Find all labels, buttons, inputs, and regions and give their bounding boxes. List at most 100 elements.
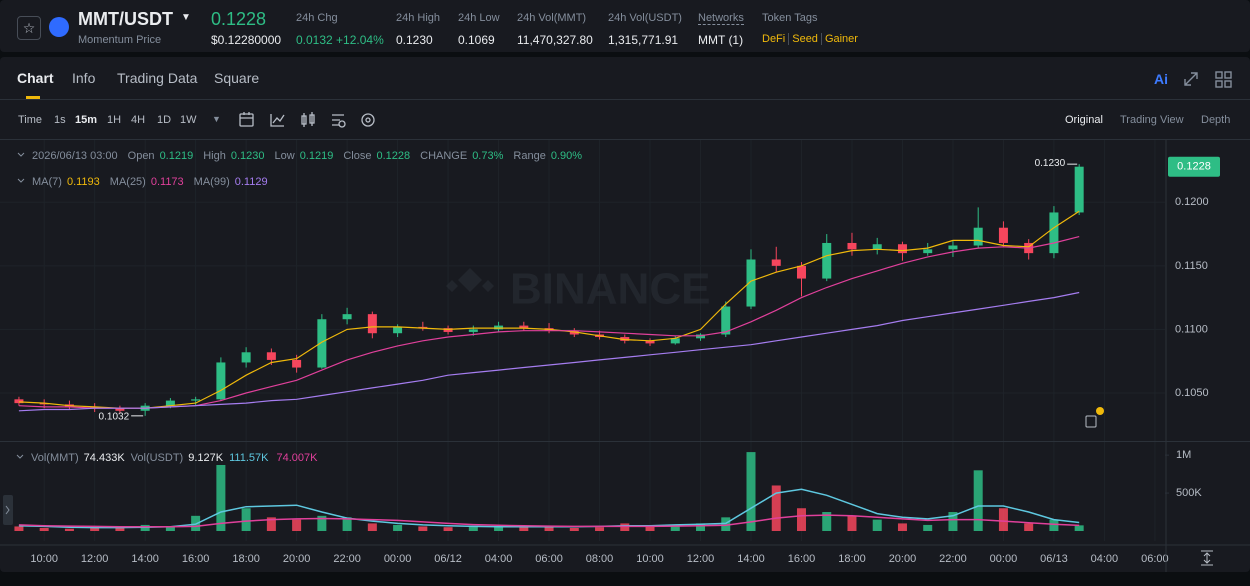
volume-bar (393, 524, 403, 531)
x-tick-label: 06/12 (434, 553, 462, 565)
volume-bar (544, 527, 554, 531)
candle-body (266, 352, 276, 360)
legend-label: MA(99) (193, 176, 230, 188)
candle-body (418, 326, 428, 329)
favorite-star[interactable]: ☆ (17, 16, 41, 40)
watermark: BINANCE (510, 265, 710, 314)
volume-bar (872, 519, 882, 531)
candle-body (191, 399, 201, 401)
volume-bar (998, 508, 1008, 531)
more-intervals[interactable]: ▼ (212, 114, 221, 124)
view-option[interactable]: Original (1065, 114, 1103, 126)
candle-body (317, 319, 327, 368)
volume-bar (569, 527, 579, 531)
side-toggle[interactable] (3, 495, 13, 525)
candle-body (443, 328, 453, 332)
stat-label: 24h Vol(USDT) (608, 12, 682, 24)
volume-bar (494, 527, 504, 531)
watermark-logo (446, 268, 494, 292)
side-toggle-arrow (5, 505, 10, 515)
chart-type-icon[interactable] (270, 114, 285, 127)
x-tick-label: 04:00 (485, 553, 513, 565)
tab[interactable]: Chart (17, 70, 54, 86)
interval[interactable]: 4H (131, 114, 146, 126)
volume-bar (948, 512, 958, 531)
scale-toggle[interactable] (1201, 550, 1213, 566)
ai-button[interactable]: Ai (1154, 71, 1168, 87)
target-icon[interactable] (361, 113, 375, 127)
date: 2026/06/13 03:00 (32, 150, 118, 162)
candle-body (342, 314, 352, 320)
volume-bar (292, 519, 302, 531)
subtitle[interactable]: Momentum Price (78, 34, 162, 46)
candle-icon[interactable] (301, 112, 315, 127)
tab[interactable]: Info (72, 70, 96, 86)
y-tick-label: 0.1200 (1175, 196, 1209, 208)
stat-label: 24h Vol(MMT) (517, 12, 587, 24)
candle-body (847, 242, 857, 250)
indicator-icon[interactable] (239, 112, 254, 127)
candle-body (620, 337, 630, 341)
stat-value: 0.1230 (396, 33, 433, 47)
stat-label: 24h High (396, 12, 441, 24)
interval[interactable]: 15m (75, 114, 98, 126)
tab[interactable]: Square (214, 70, 260, 86)
x-tick-label: 06:00 (535, 553, 563, 565)
y-tick-label: 0.1050 (1175, 387, 1209, 399)
legend-toggle[interactable] (16, 152, 25, 459)
tab[interactable]: Trading Data (117, 70, 198, 86)
candle-body (998, 227, 1008, 243)
candle-body (519, 325, 529, 329)
candle-body (292, 359, 302, 368)
field-value: 0.90% (550, 150, 583, 162)
volume-bar (620, 523, 630, 531)
symbol-dropdown[interactable]: ▼ (181, 12, 191, 23)
token-tag[interactable]: Gainer (820, 33, 861, 45)
candle-body (468, 329, 478, 332)
legend-label: Vol(USDT) (130, 452, 184, 464)
tab-indicator (26, 96, 40, 99)
stat-label: 24h Low (458, 12, 500, 24)
candle-body (948, 245, 958, 250)
interval[interactable]: 1s (54, 114, 66, 126)
interval[interactable]: 1D (157, 114, 172, 126)
x-tick-label: 06/13 (1040, 553, 1068, 565)
symbol[interactable]: MMT/USDT (78, 9, 173, 29)
volume-bar (897, 523, 907, 531)
volume-bar (595, 527, 605, 531)
notice-dot (1096, 407, 1104, 415)
networks-label[interactable]: Networks (698, 12, 744, 25)
candle-body (241, 352, 251, 363)
volume-bar (115, 527, 125, 531)
interval[interactable]: 1H (107, 114, 122, 126)
view-option[interactable]: Trading View (1120, 114, 1184, 126)
candle-body (367, 314, 377, 334)
view-option[interactable]: Depth (1201, 114, 1231, 126)
fullscreen-icon[interactable] (1184, 72, 1198, 86)
last-price: 0.1228 (211, 9, 267, 29)
x-tick-label: 18:00 (838, 553, 866, 565)
volume-tick-label: 1M (1176, 449, 1191, 461)
volume-bar (39, 527, 49, 531)
candle-body (90, 406, 100, 409)
candle-body (393, 326, 403, 334)
interval[interactable]: 1W (180, 114, 197, 126)
token-tag[interactable]: Seed (788, 33, 821, 45)
legend-value: 9.127K (188, 452, 224, 464)
settings-list-icon[interactable] (332, 114, 346, 128)
divider (0, 139, 1250, 140)
volume-tick-label: 500K (1176, 487, 1202, 499)
layout-icon[interactable] (1215, 71, 1232, 88)
volume-bar (90, 527, 100, 531)
token-tag[interactable]: DeFi (762, 33, 786, 45)
note-icon[interactable] (1085, 415, 1097, 428)
header-bar (0, 0, 1250, 52)
candle-body (165, 400, 175, 406)
x-tick-label: 12:00 (687, 553, 715, 565)
networks-value[interactable]: MMT (1) (698, 33, 744, 47)
candle-body (771, 259, 781, 266)
interval[interactable]: Time (18, 114, 43, 126)
candle-body (796, 265, 806, 279)
candle-body (115, 408, 125, 411)
